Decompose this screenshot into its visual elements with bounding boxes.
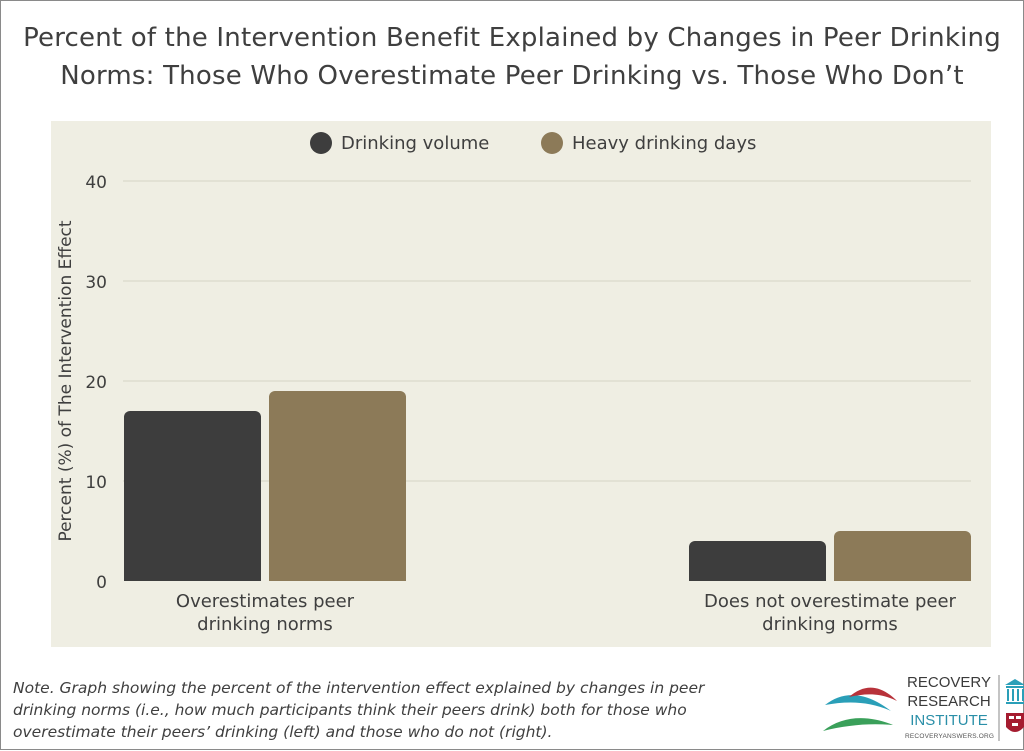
title-line-1: Percent of the Intervention Benefit Expl…: [23, 23, 1001, 53]
y-axis-label: Percent (%) of The Intervention Effect: [56, 220, 76, 541]
title-line-2: Norms: Those Who Overestimate Peer Drink…: [60, 61, 964, 91]
logo-line-2: RESEARCH: [907, 693, 991, 710]
legend-label: Drinking volume: [341, 133, 489, 154]
bar: [689, 541, 826, 581]
swoosh-icon: [823, 687, 897, 731]
logo-url: RECOVERYANSWERS.ORG: [905, 733, 995, 740]
logo-line-3: INSTITUTE: [910, 712, 988, 729]
recovery-research-institute-logo[interactable]: RECOVERY RESEARCH INSTITUTE RECOVERYANSW…: [821, 673, 1024, 747]
bar-base: [689, 573, 826, 581]
y-axis-ticks: 0 10 20 30 40: [85, 173, 107, 593]
legend-marker: [310, 132, 332, 154]
logo-line-1: RECOVERY: [907, 674, 991, 691]
y-tick-label: 0: [96, 573, 107, 593]
bar-base: [124, 573, 261, 581]
y-tick-label: 20: [85, 373, 107, 393]
bar-base: [269, 573, 406, 581]
x-category-label: drinking norms: [197, 614, 333, 635]
x-category-label: drinking norms: [762, 614, 898, 635]
gridlines: [123, 180, 971, 482]
bar-base: [834, 573, 971, 581]
legend: Drinking volume Heavy drinking days: [310, 132, 756, 154]
bars: [124, 391, 971, 581]
chart-title: Percent of the Intervention Benefit Expl…: [1, 19, 1023, 95]
y-tick-label: 10: [85, 473, 107, 493]
legend-marker: [541, 132, 563, 154]
logo-wordmark: RECOVERY RESEARCH INSTITUTE: [905, 673, 993, 730]
y-tick-label: 40: [85, 173, 107, 193]
bar: [269, 391, 406, 581]
y-tick-label: 30: [85, 273, 107, 293]
bar: [834, 531, 971, 581]
x-category-label: Overestimates peer: [176, 591, 355, 612]
x-category-label: Does not overestimate peer: [704, 591, 956, 612]
chart-note: Note. Graph showing the percent of the i…: [13, 679, 705, 741]
institution-emblem-icon: [998, 675, 1024, 741]
bar: [124, 411, 261, 581]
legend-label: Heavy drinking days: [572, 133, 756, 154]
